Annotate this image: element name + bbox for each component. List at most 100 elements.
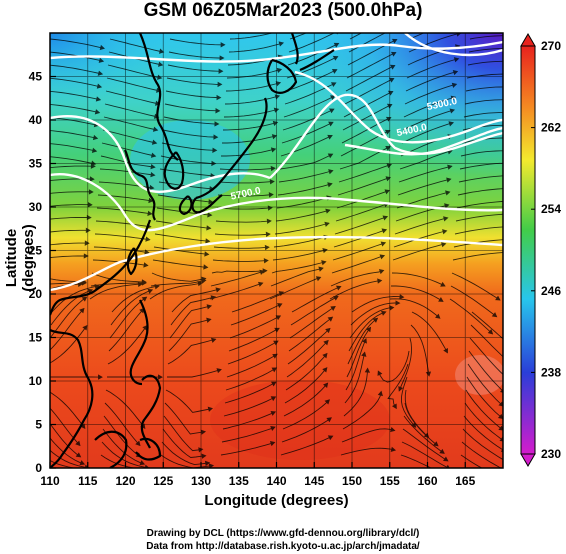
streamline [450, 285, 497, 318]
streamline-arrow [270, 147, 277, 153]
streamline [348, 311, 386, 352]
streamline-arrow [207, 212, 213, 218]
streamline [336, 190, 390, 209]
streamline-arrow [491, 312, 498, 318]
streamline [169, 305, 212, 339]
streamline-arrow [398, 386, 404, 392]
streamline-arrow [327, 316, 334, 322]
streamline-arrow [147, 210, 153, 216]
streamline [104, 402, 141, 446]
streamline [168, 318, 211, 352]
streamline [50, 449, 89, 468]
streamline-arrow [203, 264, 209, 270]
streamline [217, 194, 273, 197]
streamline [50, 423, 81, 458]
contour-line [294, 70, 503, 144]
streamline [289, 306, 336, 339]
streamline-arrow [271, 381, 277, 387]
streamline [230, 303, 282, 326]
streamline-arrow [141, 296, 148, 302]
streamline-arrow [509, 186, 513, 190]
streamline-arrow [516, 98, 520, 102]
streamline-arrow [439, 448, 445, 454]
streamline [162, 428, 206, 458]
streamline-arrow [445, 190, 451, 196]
streamline-arrow [269, 441, 276, 447]
streamline [222, 411, 276, 430]
lat-lon-grid [50, 33, 503, 468]
coastline-indochina [50, 328, 94, 468]
streamline-arrow [96, 83, 103, 89]
wind-streamlines [50, 33, 520, 468]
streamline [452, 252, 503, 261]
streamline [274, 222, 330, 235]
streamline-arrow [504, 251, 508, 255]
streamline [453, 239, 503, 248]
streamline [349, 307, 394, 339]
streamline-arrow [497, 413, 503, 420]
streamline [50, 90, 101, 101]
streamline [402, 109, 455, 131]
streamline [50, 460, 78, 468]
streamline [470, 324, 503, 358]
streamline-arrow [495, 295, 501, 301]
coastline-kuril [299, 49, 335, 72]
streamline-arrow [270, 396, 277, 402]
streamline-arrow [390, 446, 397, 452]
streamline-arrow [515, 111, 519, 115]
streamline-arrow [86, 214, 92, 221]
streamline [289, 33, 308, 40]
streamline [228, 327, 280, 352]
streamline [340, 130, 390, 157]
streamline-arrow [451, 82, 458, 88]
streamline-arrow [327, 134, 333, 140]
streamline [50, 255, 88, 259]
streamline-arrow [270, 425, 276, 431]
streamline-arrow [364, 367, 371, 373]
streamline-arrow [87, 288, 94, 294]
streamline-arrow [366, 326, 372, 333]
streamline-arrow [326, 417, 332, 423]
streamline [215, 220, 271, 223]
streamline [466, 376, 503, 419]
streamline-arrow [91, 147, 98, 153]
streamline [164, 103, 220, 112]
streamline [451, 272, 501, 301]
streamline-arrow [218, 68, 224, 74]
streamline [105, 90, 160, 105]
streamline-arrow [513, 136, 517, 140]
colorbar-min-arrow [520, 453, 536, 467]
streamline [160, 454, 214, 468]
streamline-arrow [276, 303, 283, 308]
streamline [50, 391, 86, 429]
streamline [469, 35, 503, 40]
streamline [273, 235, 329, 248]
colorbar-tick-label: 230 [541, 447, 561, 461]
streamline [278, 170, 333, 183]
streamline [345, 65, 395, 92]
streamline [213, 246, 269, 249]
streamline [214, 233, 270, 236]
streamline [226, 353, 278, 378]
streamline-arrow [443, 216, 449, 222]
streamline [162, 129, 218, 138]
streamline-arrow [333, 42, 340, 48]
contour-line [50, 235, 503, 292]
streamline-arrow [89, 176, 95, 182]
streamline-arrow [446, 177, 452, 183]
streamline-arrow [98, 57, 105, 63]
streamline-arrow [440, 281, 446, 287]
streamline-arrow [315, 276, 322, 282]
streamline [50, 229, 90, 233]
y-tick-label: 45 [29, 70, 43, 84]
streamline-arrow [98, 374, 103, 380]
streamline-arrow [278, 41, 285, 47]
streamline-arrow [215, 108, 221, 114]
streamline [269, 276, 321, 300]
streamline [109, 38, 164, 53]
streamline [399, 150, 452, 170]
streamline [346, 327, 371, 378]
streamline [461, 137, 503, 144]
streamline [463, 415, 503, 451]
